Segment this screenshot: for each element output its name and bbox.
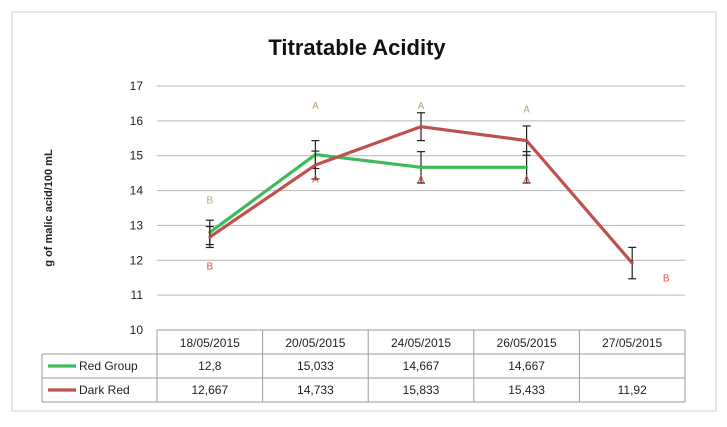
table-cell-1-0: 12,667: [191, 383, 228, 397]
significance-letter-1-4: B: [663, 274, 670, 285]
y-tick-label-17: 17: [130, 79, 144, 93]
chart-border: [11, 11, 717, 412]
table-cell-0-2: 14,667: [403, 359, 440, 373]
y-tick-label-16: 16: [130, 114, 144, 128]
significance-letter-1-0: B: [206, 262, 213, 273]
significance-letter-0-3: A: [523, 105, 530, 116]
significance-letter-0-1: A: [312, 101, 319, 112]
y-tick-label-10: 10: [130, 323, 144, 337]
y-tick-label-13: 13: [130, 218, 144, 232]
data-point-1-3: [525, 139, 529, 143]
y-axis-label: g of malic acid/100 mL: [43, 149, 55, 267]
x-tick-label-4: 27/05/2015: [602, 336, 662, 350]
data-point-1-1: [313, 163, 317, 167]
significance-letter-1-1: A: [312, 174, 319, 185]
data-table: 18/05/2015 20/05/2015 24/05/2015 26/05/2015…: [41, 329, 686, 403]
table-cell-1-1: 14,733: [297, 383, 334, 397]
table-cell-0-3: 14,667: [508, 359, 545, 373]
table-cell-0-1: 15,033: [297, 359, 334, 373]
table-cell-0-0: 12,8: [198, 359, 222, 373]
data-point-1-4: [630, 261, 634, 265]
data-point-0-2: [419, 165, 423, 169]
x-tick-label-3: 26/05/2015: [497, 336, 557, 350]
y-tick-label-14: 14: [130, 184, 144, 198]
significance-letter-0-0: B: [206, 195, 213, 206]
table-cell-1-2: 15,833: [403, 383, 440, 397]
legend-label-0: Red Group: [79, 359, 138, 373]
series-line-0: [208, 152, 527, 234]
x-tick-label-1: 20/05/2015: [285, 336, 345, 350]
y-tick-labels: 10 11 12 13 14 15 16 17: [130, 79, 144, 337]
chart-title: Titratable Acidity: [268, 35, 446, 60]
x-tick-label-2: 24/05/2015: [391, 336, 451, 350]
y-tick-label-11: 11: [131, 288, 144, 302]
plot-area: B A A A B A A A B: [205, 101, 670, 285]
x-tick-label-0: 18/05/2015: [180, 336, 240, 350]
table-cell-1-3: 15,433: [508, 383, 545, 397]
significance-letter-0-2: A: [418, 101, 425, 112]
significance-letter-1-3: A: [523, 174, 530, 185]
legend-label-1: Dark Red: [79, 383, 130, 397]
data-point-0-3: [525, 165, 529, 169]
y-tick-label-12: 12: [130, 253, 144, 267]
table-cell-1-4: 11,92: [618, 383, 647, 397]
data-point-1-2: [419, 125, 423, 129]
y-tick-label-15: 15: [130, 149, 144, 163]
significance-letter-1-2: A: [418, 174, 425, 185]
data-point-1-0: [208, 235, 212, 239]
